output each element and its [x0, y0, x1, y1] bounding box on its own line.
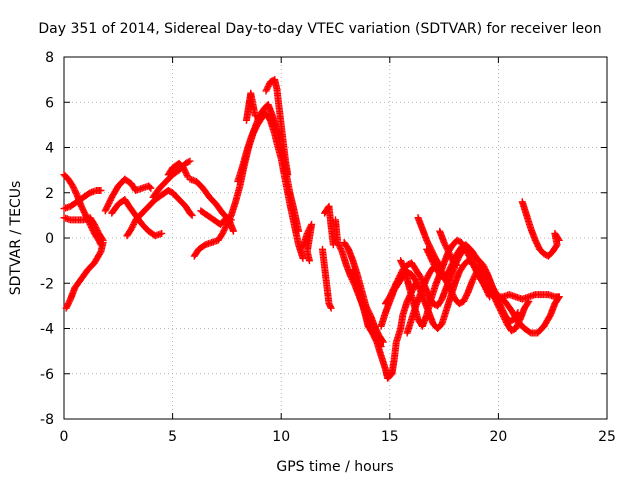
data-point-marker [378, 337, 386, 345]
data-point-marker [299, 254, 307, 262]
data-point-marker [229, 227, 237, 235]
data-point-marker [554, 235, 562, 243]
series-arc-12 [197, 207, 235, 228]
data-point-marker [187, 210, 195, 218]
x-axis-label: GPS time / hours [276, 459, 393, 475]
data-series [60, 76, 563, 382]
y-tick-label: -4 [40, 322, 54, 338]
data-point-marker [329, 241, 337, 249]
x-tick-label: 25 [598, 429, 616, 445]
data-point-marker [326, 303, 334, 311]
data-point-marker [379, 338, 387, 346]
series-arc-2 [60, 214, 107, 244]
chart-title: Day 351 of 2014, Sidereal Day-to-day VTE… [38, 21, 601, 37]
series-arc-6 [101, 175, 155, 215]
data-point-marker [555, 236, 563, 244]
x-tick-label: 5 [168, 429, 177, 445]
data-point-marker [185, 158, 193, 166]
data-point-marker [158, 229, 166, 237]
data-point-marker [453, 261, 461, 269]
y-tick-label: 6 [45, 95, 54, 111]
data-point-marker [554, 294, 562, 302]
y-tick-label: 2 [45, 186, 54, 202]
data-point-marker [227, 216, 235, 224]
x-tick-label: 10 [272, 429, 290, 445]
series-arc-4 [62, 239, 107, 312]
series-arc-15 [262, 76, 292, 179]
data-point-marker [436, 261, 444, 269]
data-point-marker [514, 309, 522, 317]
series-arc-29 [518, 198, 563, 260]
data-point-marker [295, 227, 303, 235]
data-point-marker [183, 171, 191, 179]
series-arc-20 [340, 239, 387, 346]
data-point-marker [513, 310, 521, 318]
series-arc-28 [436, 227, 461, 269]
y-tick-label: -2 [40, 276, 54, 292]
data-point-marker [147, 184, 155, 192]
series-arc-3 [60, 186, 105, 213]
series-arc-9 [149, 157, 194, 201]
y-tick-label: -8 [40, 412, 54, 428]
data-point-marker [524, 299, 532, 307]
series-arc-16 [299, 220, 316, 265]
data-point-marker [99, 239, 107, 247]
series-arc-27 [423, 241, 522, 326]
x-tick-label: 15 [381, 429, 399, 445]
series-arc-17 [318, 245, 335, 312]
series-arc-14 [242, 89, 259, 124]
data-point-marker [186, 157, 194, 165]
series-arc-7 [123, 186, 196, 240]
x-tick-label: 20 [489, 429, 507, 445]
data-point-marker [146, 183, 154, 191]
data-point-marker [284, 171, 292, 179]
data-point-marker [327, 304, 335, 312]
y-tick-label: 0 [45, 231, 54, 247]
data-point-marker [226, 215, 234, 223]
x-tick-label: 0 [60, 429, 69, 445]
series-arc-18 [321, 202, 337, 249]
plot-frame [63, 56, 608, 420]
axis-ticks: 0 5 10 15 20 25 -8 -6 -4 -2 0 2 4 6 8 [40, 50, 616, 445]
y-tick-label: 4 [45, 141, 54, 157]
y-tick-label: 8 [45, 50, 54, 66]
y-axis-label: SDTVAR / TECUs [8, 181, 24, 296]
data-point-marker [97, 186, 105, 194]
data-point-marker [452, 260, 460, 268]
data-point-marker [188, 211, 196, 219]
data-point-marker [305, 257, 313, 265]
data-point-marker [555, 293, 563, 301]
data-point-marker [251, 112, 259, 120]
y-tick-label: -6 [40, 367, 54, 383]
